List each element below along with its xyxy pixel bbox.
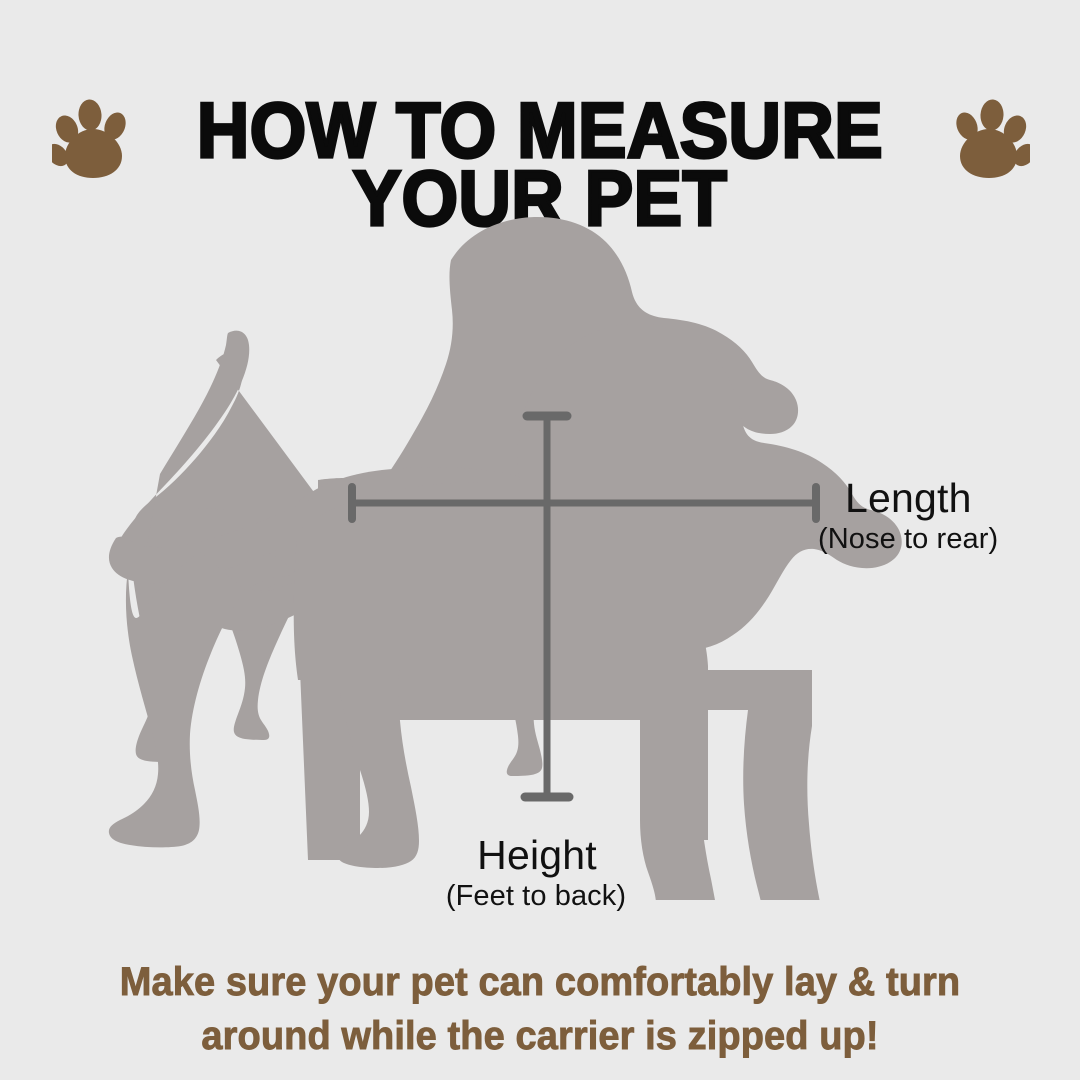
dog: [108, 323, 902, 900]
footer-note: Make sure your pet can comfortably lay &…: [27, 955, 1053, 1063]
dog-silhouette: [131, 352, 546, 776]
height-label-title: Height: [477, 832, 597, 878]
height-label-subtitle: (Feet to back): [445, 880, 627, 912]
illustration-stage: [0, 200, 1080, 900]
length-label-title: Length: [845, 475, 972, 521]
dog-measurement-diagram: [108, 217, 902, 900]
length-label: Length (Nose to rear): [818, 475, 998, 557]
height-label: Height (Feet to back): [0, 832, 1080, 914]
page-title-line-1: HOW TO MEASURE: [195, 86, 884, 175]
footer-note-line-2: around while the carrier is zipped up!: [201, 1014, 879, 1059]
header: HOW TO MEASURE YOUR PET: [0, 44, 1080, 239]
paw-print-icon: [956, 99, 1030, 178]
length-measure-line: [348, 483, 820, 523]
paw-print-icon: [52, 99, 126, 178]
footer-note-line-1: Make sure your pet can comfortably lay &…: [119, 960, 961, 1005]
length-label-subtitle: (Nose to rear): [818, 523, 999, 555]
height-measure-line: [520, 411, 574, 802]
